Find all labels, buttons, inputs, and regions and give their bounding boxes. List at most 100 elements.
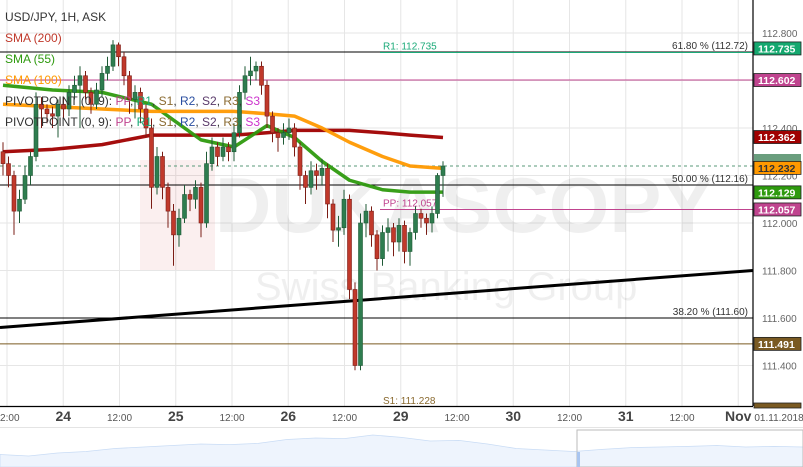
candle xyxy=(33,92,39,162)
candle-body xyxy=(358,222,363,366)
candle-body xyxy=(440,165,446,176)
candle-body xyxy=(270,115,275,134)
time-tick-label: 12:00 xyxy=(107,413,132,424)
candle-body xyxy=(253,65,259,72)
candle xyxy=(347,194,352,299)
navigator[interactable] xyxy=(0,429,803,467)
candle xyxy=(99,66,105,98)
candle-body xyxy=(308,170,314,188)
time-axis[interactable]: 12:00 24 12:00 25 12:00 26 12:00 29 12:00 30 12:00… xyxy=(0,408,803,424)
candle xyxy=(171,204,176,266)
price-tag-label: 112.057 xyxy=(758,204,796,216)
candle-body xyxy=(160,156,165,188)
candle-body xyxy=(380,232,385,259)
candle-body xyxy=(341,198,347,229)
candle xyxy=(396,218,402,252)
pivot-r2: R2 xyxy=(179,115,196,129)
candle xyxy=(198,182,204,238)
price-axis[interactable]: 112.800 112.400 112.200 112.000 111.800 111.6… xyxy=(762,29,798,373)
candle xyxy=(72,75,77,100)
price-tag-box xyxy=(753,185,802,200)
candle-body xyxy=(22,175,28,200)
candle-body xyxy=(435,175,440,214)
candle xyxy=(435,173,440,219)
candle-body xyxy=(297,146,303,176)
candle-body xyxy=(407,232,413,252)
candle xyxy=(330,199,336,242)
candle xyxy=(259,61,264,95)
price-tag-box xyxy=(753,73,802,87)
trendline[interactable] xyxy=(0,269,754,329)
legend-pivot-1[interactable]: PIVOTPOINT (0, 9): PP, R1, S1, R2, S2, R… xyxy=(5,94,261,108)
candle xyxy=(182,185,187,223)
candle xyxy=(110,40,116,71)
candle-body xyxy=(182,194,187,219)
time-tick-label: Nov xyxy=(725,408,752,424)
candle xyxy=(149,118,154,209)
navigator-handle xyxy=(577,452,580,467)
candle xyxy=(374,230,380,271)
candle xyxy=(407,227,413,266)
legend-pivot-2[interactable]: PIVOTPOINT (0, 9): PP, R1, S1, R2, S2, R… xyxy=(5,115,261,129)
candle-body xyxy=(138,92,143,110)
pivot-pp: PP xyxy=(115,115,130,129)
time-tick-label: 12:00 xyxy=(557,413,582,424)
price-tag-label: 112.232 xyxy=(758,163,796,175)
price-tag-box xyxy=(753,130,802,144)
candle-body xyxy=(55,103,61,117)
candle-body xyxy=(165,187,171,212)
candle-body xyxy=(121,56,127,77)
navigator-window xyxy=(576,429,803,467)
candle xyxy=(121,52,127,86)
candle-body xyxy=(198,187,204,224)
candle-body xyxy=(424,217,429,224)
pivot-r2: R2 xyxy=(179,94,196,108)
candle-body xyxy=(154,156,160,188)
candle-body xyxy=(33,103,39,157)
candle xyxy=(352,282,358,371)
candle xyxy=(253,61,259,81)
candle-body xyxy=(396,225,402,243)
candle-body xyxy=(11,175,17,212)
candle xyxy=(385,218,391,252)
candle-body xyxy=(215,146,220,157)
candle-body xyxy=(72,84,77,93)
candle xyxy=(286,118,292,140)
candle-body xyxy=(391,227,396,243)
fibonacci-level-label: 61.80 % (112.72) xyxy=(672,41,748,52)
candle xyxy=(231,123,237,162)
legend-sma-55[interactable]: SMA (55) xyxy=(5,52,56,66)
candle-body xyxy=(187,194,193,200)
price-tick-label: 111.800 xyxy=(762,267,797,278)
price-tag-box xyxy=(753,160,802,175)
candle-body xyxy=(292,127,297,148)
price-tag-label: 111.491 xyxy=(758,339,795,351)
candle-body xyxy=(330,203,336,231)
candle-body xyxy=(0,151,6,164)
candle-body xyxy=(149,127,154,188)
price-tag-box xyxy=(753,41,802,56)
legend-sma-200[interactable]: SMA (200) xyxy=(5,31,62,45)
candle xyxy=(50,106,55,128)
candle xyxy=(325,163,330,219)
candle-body xyxy=(325,168,330,205)
candle xyxy=(94,82,99,109)
time-tick-label: 29 xyxy=(393,408,409,424)
candle-body xyxy=(39,103,44,110)
candle xyxy=(88,87,94,114)
svg-text:DUKASCOPY: DUKASCOPY xyxy=(215,161,713,249)
candle-body xyxy=(28,156,33,176)
legend-sma-100[interactable]: SMA (100) xyxy=(5,73,62,87)
candle xyxy=(264,80,270,128)
candle xyxy=(237,85,242,138)
candle-body xyxy=(143,108,149,129)
candle xyxy=(402,220,407,264)
candle xyxy=(226,142,231,162)
candle xyxy=(28,151,33,185)
pivot-s1: S1 xyxy=(158,94,174,108)
pivot-s3: S3 xyxy=(245,115,261,129)
time-tick-label: 26 xyxy=(280,408,296,424)
candle-body xyxy=(66,92,72,110)
candle-body xyxy=(319,168,325,176)
